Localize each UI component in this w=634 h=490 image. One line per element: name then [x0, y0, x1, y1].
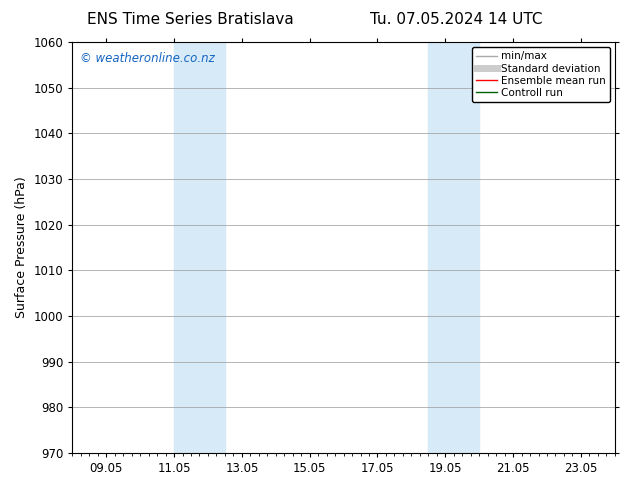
Text: © weatheronline.co.nz: © weatheronline.co.nz — [81, 52, 215, 65]
Y-axis label: Surface Pressure (hPa): Surface Pressure (hPa) — [15, 176, 28, 318]
Bar — [174, 42, 225, 453]
Legend: min/max, Standard deviation, Ensemble mean run, Controll run: min/max, Standard deviation, Ensemble me… — [472, 47, 610, 102]
Bar — [429, 42, 479, 453]
Text: Tu. 07.05.2024 14 UTC: Tu. 07.05.2024 14 UTC — [370, 12, 543, 27]
Text: ENS Time Series Bratislava: ENS Time Series Bratislava — [87, 12, 294, 27]
